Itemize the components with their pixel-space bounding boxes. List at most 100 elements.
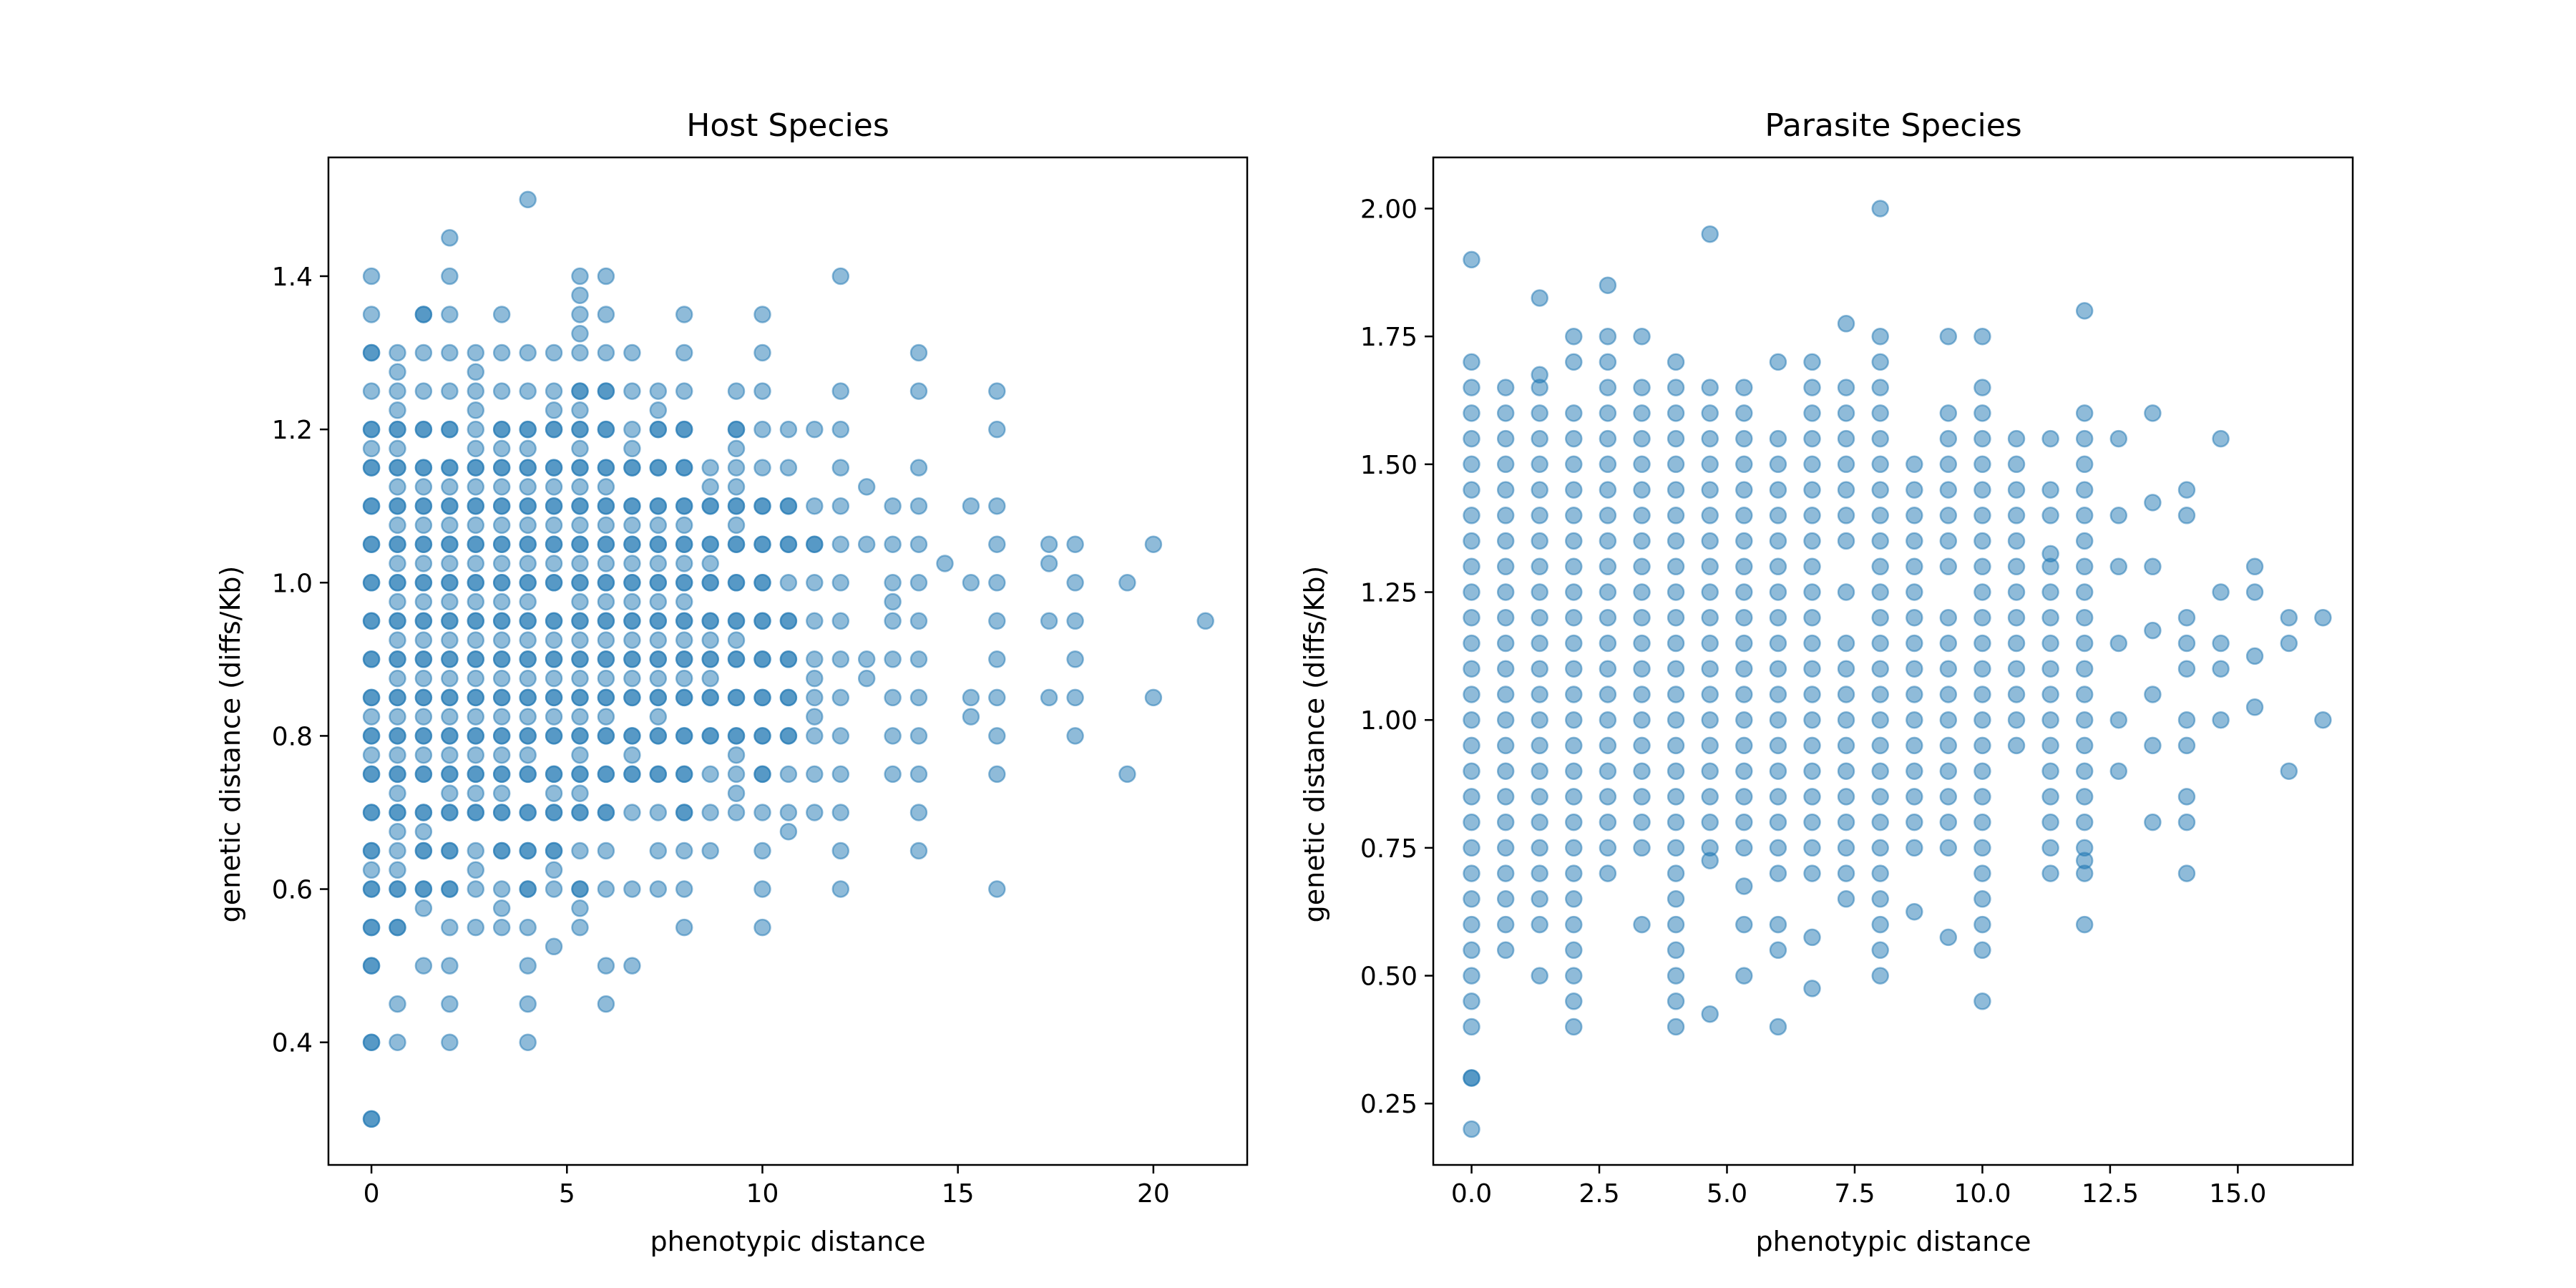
x-tick-label: 15 (942, 1179, 975, 1209)
data-point (701, 574, 719, 592)
data-point (753, 382, 771, 400)
data-point (2075, 404, 2094, 422)
data-point (1667, 455, 1685, 474)
data-point (1735, 404, 1753, 422)
data-point (441, 708, 459, 726)
data-point (2075, 507, 2094, 525)
data-point (1463, 890, 1480, 908)
data-point (649, 401, 668, 419)
data-point (1803, 507, 1821, 525)
data-point (2007, 507, 2026, 525)
data-point (1701, 429, 1719, 448)
data-point (1667, 864, 1685, 882)
data-point (2280, 634, 2298, 653)
data-point (1974, 379, 1991, 396)
data-point (492, 688, 511, 707)
data-point (1735, 481, 1753, 499)
data-point (962, 708, 980, 726)
data-point (492, 306, 511, 323)
data-point (1565, 839, 1583, 857)
data-point (545, 708, 563, 726)
data-point (519, 650, 537, 668)
data-point (1531, 915, 1548, 934)
y-tick-label: 1.25 (1360, 579, 1418, 608)
data-point (1939, 481, 1958, 499)
data-point (1803, 980, 1821, 997)
data-point (2144, 736, 2162, 755)
data-point (519, 669, 537, 688)
data-point (1599, 711, 1617, 729)
data-point (1496, 429, 1515, 448)
data-point (1871, 429, 1889, 448)
data-point (806, 650, 824, 668)
data-point (727, 804, 746, 821)
data-point (753, 343, 771, 362)
data-point (1531, 813, 1548, 831)
data-point (1496, 660, 1515, 678)
data-point (1939, 455, 1958, 474)
data-point (1939, 711, 1958, 729)
data-point (414, 574, 433, 592)
data-point (1735, 532, 1753, 550)
data-point (441, 555, 459, 572)
data-point (414, 880, 433, 898)
data-point (571, 497, 589, 515)
data-point (1906, 686, 1923, 703)
data-point (1496, 915, 1515, 934)
data-point (675, 765, 693, 784)
data-point (1633, 839, 1651, 857)
data-point (2075, 711, 2094, 729)
data-point (649, 420, 668, 439)
data-point (1803, 532, 1821, 550)
data-point (831, 459, 850, 477)
data-point (571, 555, 589, 572)
scatter-points (362, 190, 1214, 1128)
data-point (414, 497, 433, 515)
data-point (675, 497, 693, 515)
data-point (1871, 557, 1889, 576)
data-point (1599, 379, 1617, 396)
data-point (806, 688, 824, 707)
data-point (1633, 327, 1651, 346)
data-point (1701, 583, 1719, 601)
data-point (441, 306, 459, 323)
data-point (1599, 353, 1617, 371)
data-point (831, 688, 850, 707)
data-point (389, 765, 406, 784)
data-point (1906, 481, 1923, 499)
x-tick-label: 7.5 (1834, 1179, 1875, 1209)
data-point (441, 343, 459, 362)
data-point (492, 516, 511, 535)
data-point (1974, 864, 1991, 882)
data-point (1871, 711, 1889, 729)
data-point (389, 631, 406, 649)
data-point (1496, 455, 1515, 474)
data-point (2109, 711, 2128, 729)
data-point (988, 420, 1006, 439)
data-point (1769, 915, 1787, 934)
data-point (1599, 634, 1617, 653)
data-point (1769, 532, 1787, 550)
data-point (2212, 429, 2230, 448)
data-point (2245, 698, 2264, 716)
data-point (1837, 532, 1855, 550)
data-point (1735, 915, 1753, 934)
data-point (492, 746, 511, 764)
data-point (597, 574, 615, 592)
data-point (389, 841, 406, 860)
data-point (441, 650, 459, 668)
data-point (2041, 788, 2059, 806)
data-point (1939, 327, 1958, 346)
data-point (1463, 686, 1480, 703)
data-point (1496, 839, 1515, 857)
data-point (571, 459, 589, 477)
data-point (727, 688, 746, 707)
data-point (1667, 711, 1685, 729)
data-point (467, 784, 485, 802)
data-point (1633, 455, 1651, 474)
data-point (831, 612, 850, 630)
data-point (414, 420, 433, 439)
data-point (545, 784, 563, 802)
data-point (753, 459, 771, 477)
data-point (1599, 404, 1617, 422)
